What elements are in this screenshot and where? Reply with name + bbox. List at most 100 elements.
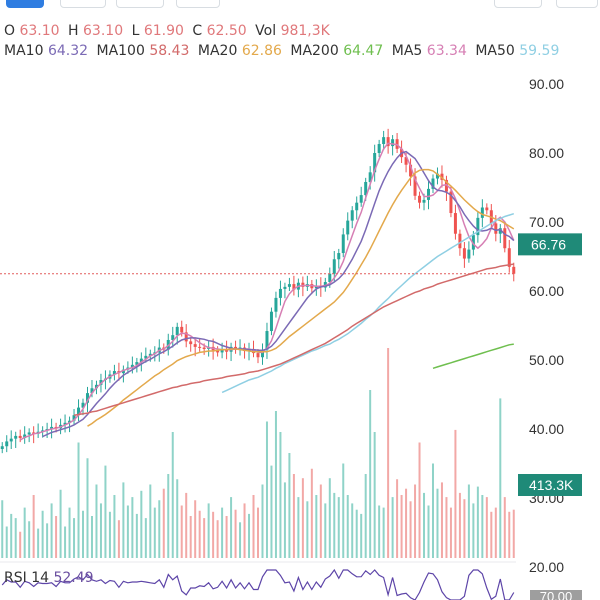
volume-bar: [351, 503, 354, 558]
ma50-label: MA50: [475, 43, 515, 59]
volume-bar: [10, 513, 13, 558]
volume-bar: [95, 484, 98, 558]
volume-bar: [90, 516, 93, 558]
candle-body: [23, 434, 27, 438]
candle-body: [449, 191, 453, 214]
volume-bar: [104, 465, 107, 558]
volume-bar: [449, 507, 452, 558]
candle-body: [81, 402, 85, 408]
candle-body: [94, 384, 98, 389]
volume-bar: [279, 432, 282, 558]
volume-bar: [149, 484, 152, 558]
ma-legend: MA10 64.32 MA100 58.43 MA20 62.86 MA200 …: [4, 43, 563, 59]
period-button[interactable]: [176, 0, 220, 8]
volume-bar: [418, 442, 421, 558]
ma100-label: MA100: [96, 43, 145, 59]
candle-body: [189, 341, 193, 345]
candle-body: [0, 446, 4, 450]
volume-bar: [140, 490, 143, 558]
volume-bar: [414, 484, 417, 558]
volume-bar: [50, 503, 53, 558]
period-toolbar: [0, 0, 600, 20]
volume-bar: [207, 503, 210, 558]
volume-bar: [131, 497, 134, 558]
volume-bar: [445, 497, 448, 558]
candle-body: [198, 346, 202, 348]
ma10-value: 64.32: [47, 43, 89, 59]
volume-bar: [378, 505, 381, 558]
ma10-label: MA10: [4, 43, 44, 59]
ohlc-close-value: 62.50: [206, 23, 247, 39]
volume-bar: [485, 497, 488, 558]
candle-body: [453, 213, 457, 234]
candle-body: [5, 441, 9, 447]
ma-line-ma50: [221, 212, 515, 394]
volume-bar: [86, 458, 89, 558]
toolbar-icon-button[interactable]: [556, 0, 598, 8]
candle-body: [431, 178, 435, 189]
ma-line-ma5: [19, 142, 515, 441]
ohlc-low-value: 61.90: [143, 23, 184, 39]
volume-bar: [328, 478, 331, 558]
volume-bar: [508, 511, 511, 558]
candle-body: [202, 347, 206, 349]
candle-body: [283, 286, 287, 289]
ohlc-volume-value: 981,3K: [280, 23, 330, 39]
volume-bar: [239, 522, 242, 558]
volume-bar: [342, 463, 345, 558]
volume-bar: [180, 505, 183, 558]
volume-bar: [405, 488, 408, 558]
volume-bar: [212, 511, 215, 558]
ma5-value: 63.34: [426, 43, 467, 59]
candle-body: [355, 202, 359, 211]
volume-bar: [387, 348, 390, 558]
volume-bar: [189, 516, 192, 558]
volume-bar: [203, 518, 206, 558]
y-tick-label: 50.00: [529, 352, 564, 368]
candle-body: [458, 233, 462, 249]
ma-line-ma100: [73, 263, 514, 416]
candle-body: [63, 422, 67, 425]
candle-body: [130, 364, 134, 368]
y-tick-label: 40.00: [529, 421, 564, 437]
volume-bar: [243, 503, 246, 558]
volume-bar: [64, 526, 67, 558]
period-button[interactable]: [60, 0, 106, 8]
volume-bar: [194, 500, 197, 558]
volume-bar: [288, 453, 291, 558]
y-tick-label: 70.00: [529, 214, 564, 230]
ma5-label: MA5: [391, 43, 423, 59]
candle-body: [292, 284, 296, 290]
toolbar-icon-button[interactable]: [494, 0, 542, 8]
candle-body: [85, 393, 89, 403]
candle-body: [503, 228, 507, 249]
period-button[interactable]: [116, 0, 164, 8]
volume-bar: [265, 421, 268, 558]
ma50-value: 59.59: [519, 43, 560, 59]
volume-bar: [144, 518, 147, 558]
volume-bar: [382, 507, 385, 558]
volume-bar: [28, 521, 31, 558]
candle-body: [391, 139, 395, 147]
period-button-active[interactable]: [6, 0, 44, 8]
candle-body: [386, 137, 390, 147]
candle-body: [72, 415, 76, 421]
current-price-tag-bg: [518, 233, 582, 256]
volume-bar: [458, 492, 461, 558]
candle-body: [440, 173, 444, 180]
volume-bar: [346, 495, 349, 558]
candle-body: [18, 435, 22, 438]
candle-body: [68, 420, 72, 423]
candle-body: [409, 164, 413, 177]
volume-tag-bg: [518, 474, 582, 496]
volume-bar: [297, 497, 300, 558]
volume-bar: [108, 511, 111, 558]
candle-body: [14, 435, 18, 439]
volume-bar: [117, 520, 120, 558]
volume-bar: [221, 507, 224, 558]
volume-bar: [467, 484, 470, 558]
y-tick-label: 90.00: [529, 76, 564, 92]
candle-body: [175, 326, 179, 336]
volume-bar: [463, 499, 466, 558]
